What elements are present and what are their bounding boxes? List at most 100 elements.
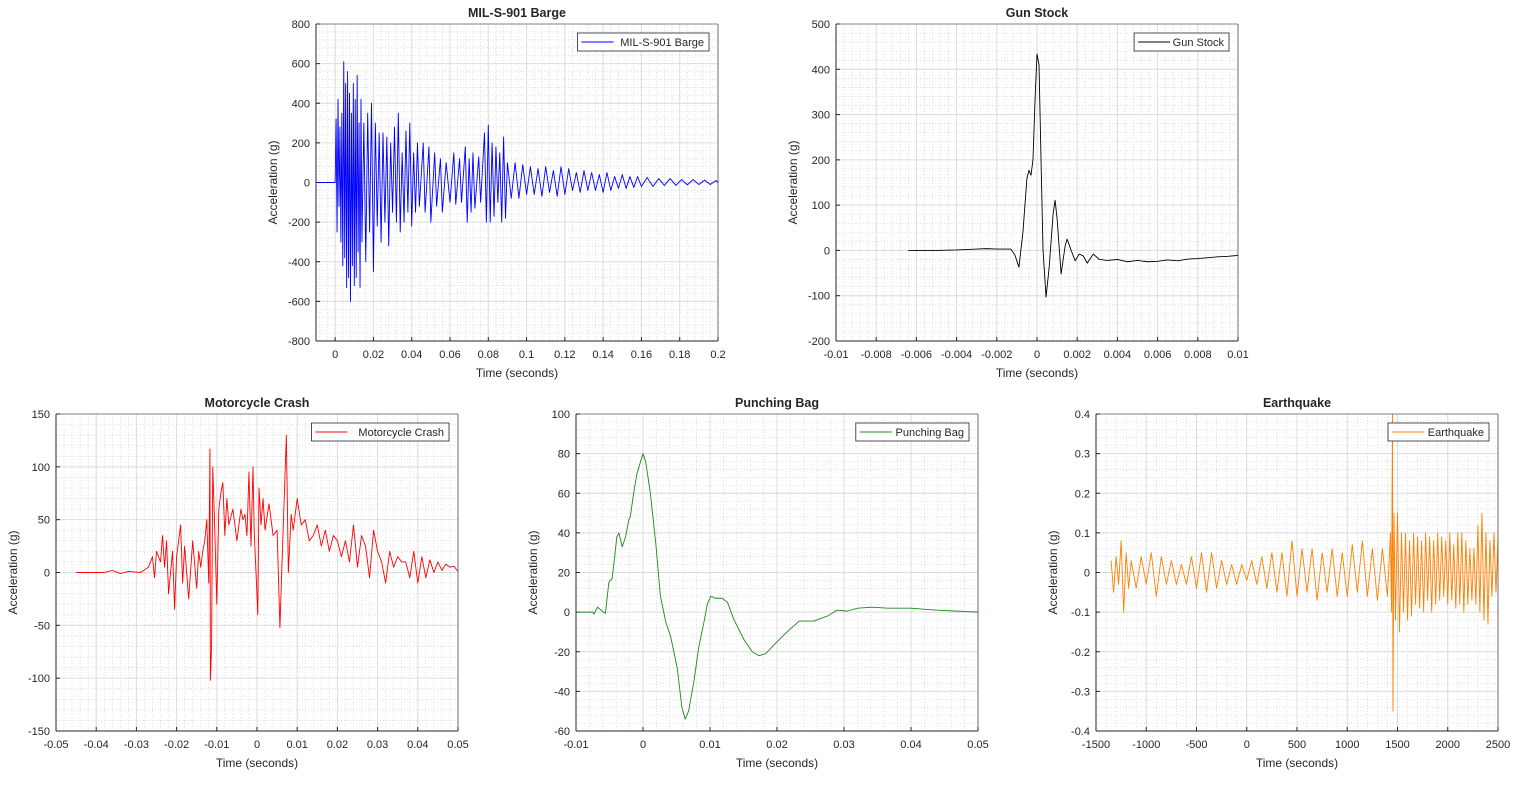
y-tick-label: 0 [824, 245, 830, 257]
x-tick-label: -0.04 [84, 739, 109, 751]
x-tick-label: -0.01 [204, 739, 229, 751]
y-tick-label: 0 [1084, 568, 1090, 580]
x-tick-label: 2000 [1436, 739, 1460, 751]
y-tick-label: -50 [34, 620, 50, 632]
x-tick-label: 1500 [1385, 739, 1409, 751]
subplot-2: -0.05 -0.04 -0.03 -0.02 -0.01 0 0.01 0.02 0.03 0.… [6, 396, 469, 770]
series-line-punching-bag [576, 453, 978, 720]
y-tick-label: 0 [44, 568, 50, 580]
x-tick-label: 0.02 [327, 739, 348, 751]
x-axis-label: Time (seconds) [736, 756, 818, 770]
y-tick-label: -200 [808, 336, 830, 348]
x-tick-label: 0.2 [710, 349, 725, 361]
legend-label: Earthquake [1428, 427, 1484, 439]
y-tick-label: 100 [32, 462, 50, 474]
x-tick-label: -0.05 [43, 739, 68, 751]
y-tick-label: -0.2 [1071, 647, 1090, 659]
x-tick-label: 0.18 [669, 349, 690, 361]
y-tick-label: -40 [554, 686, 570, 698]
x-tick-label: 0.006 [1144, 349, 1172, 361]
series-line-earthquake [1110, 414, 1498, 712]
x-tick-label: 2500 [1486, 739, 1510, 751]
x-tick-label: 0.008 [1184, 349, 1212, 361]
x-tick-label: 0.004 [1104, 349, 1132, 361]
y-tick-label: 50 [38, 515, 50, 527]
x-tick-label: 1000 [1335, 739, 1359, 751]
y-tick-label: 300 [812, 110, 830, 122]
legend-label: MIL-S-901 Barge [620, 37, 704, 49]
legend-box [1387, 422, 1490, 442]
x-tick-label: 0.01 [1227, 349, 1248, 361]
x-tick-label: 0.02 [766, 739, 787, 751]
subplot-3: -0.01 0 0.01 0.02 0.03 0.04 0.05 -60 -40 -20 0 20 40… [526, 396, 989, 770]
x-tick-label: 0.14 [592, 349, 613, 361]
y-tick-label: 0 [564, 607, 570, 619]
x-axis-label: Time (seconds) [996, 366, 1078, 380]
legend: Motorcycle Crash [310, 422, 450, 442]
chart-title: Earthquake [1263, 396, 1331, 410]
x-tick-label: -0.004 [941, 349, 972, 361]
x-tick-label: 0.1 [519, 349, 534, 361]
legend-box [1133, 32, 1230, 52]
y-axis-label: Acceleration (g) [6, 530, 20, 614]
x-tick-label: 0.03 [367, 739, 388, 751]
y-tick-label: 400 [812, 64, 830, 76]
x-tick-label: 0.16 [631, 349, 652, 361]
legend: Punching Bag [855, 422, 970, 442]
legend-box [577, 32, 710, 52]
chart-title: Gun Stock [1006, 6, 1069, 20]
y-tick-label: 800 [292, 19, 310, 31]
x-axis-label: Time (seconds) [1256, 756, 1338, 770]
y-tick-label: -150 [28, 726, 50, 738]
x-tick-label: 0.12 [554, 349, 575, 361]
legend-box [855, 422, 970, 442]
legend-label: Punching Bag [896, 427, 965, 439]
y-tick-label: -0.3 [1071, 686, 1090, 698]
legend: Gun Stock [1133, 32, 1230, 52]
x-tick-label: -0.006 [901, 349, 932, 361]
y-tick-label: -100 [28, 673, 50, 685]
x-tick-label: 0.05 [967, 739, 988, 751]
x-tick-label: 0 [1244, 739, 1250, 751]
y-tick-label: 500 [812, 19, 830, 31]
x-tick-label: 0.01 [699, 739, 720, 751]
y-tick-label: -0.1 [1071, 607, 1090, 619]
y-tick-label: 0.4 [1075, 409, 1090, 421]
chart-title: Punching Bag [735, 396, 819, 410]
y-tick-label: -600 [288, 296, 310, 308]
y-tick-label: -20 [554, 647, 570, 659]
x-axis-label: Time (seconds) [216, 756, 298, 770]
x-tick-label: 0.04 [401, 349, 422, 361]
y-tick-label: 40 [558, 528, 570, 540]
x-tick-label: 0 [1034, 349, 1040, 361]
x-tick-label: 0 [254, 739, 260, 751]
x-tick-label: 0 [332, 349, 338, 361]
x-tick-label: 0.04 [407, 739, 428, 751]
x-axis-label: Time (seconds) [476, 366, 558, 380]
subplot-4: -1500 -1000 -500 0 500 1000 1500 2000 2500 -0.4 -0… [1046, 396, 1510, 770]
x-tick-label: 0 [640, 739, 646, 751]
x-tick-label: 500 [1288, 739, 1306, 751]
chart-title: MIL-S-901 Barge [468, 6, 566, 20]
legend-label: Motorcycle Crash [358, 427, 444, 439]
chart-title: Motorcycle Crash [205, 396, 310, 410]
y-tick-label: -60 [554, 726, 570, 738]
y-tick-label: 100 [812, 200, 830, 212]
x-tick-label: -0.01 [823, 349, 848, 361]
y-tick-label: 200 [292, 138, 310, 150]
legend: Earthquake [1387, 422, 1490, 442]
y-tick-label: 0.1 [1075, 528, 1090, 540]
series-line-gun-stock [908, 53, 1238, 298]
subplot-1: -0.01 -0.008 -0.006 -0.004 -0.002 0 0.002 0.004… [786, 6, 1249, 380]
x-tick-label: -0.008 [861, 349, 892, 361]
y-tick-label: 0.3 [1075, 449, 1090, 461]
y-tick-label: 400 [292, 98, 310, 110]
series-line-mil-s-901-barge [316, 61, 718, 302]
series-line-motorcycle-crash [76, 434, 458, 681]
y-axis-label: Acceleration (g) [786, 140, 800, 224]
x-tick-label: 0.01 [286, 739, 307, 751]
y-tick-label: 0.2 [1075, 488, 1090, 500]
legend: MIL-S-901 Barge [577, 32, 710, 52]
y-tick-label: 100 [552, 409, 570, 421]
